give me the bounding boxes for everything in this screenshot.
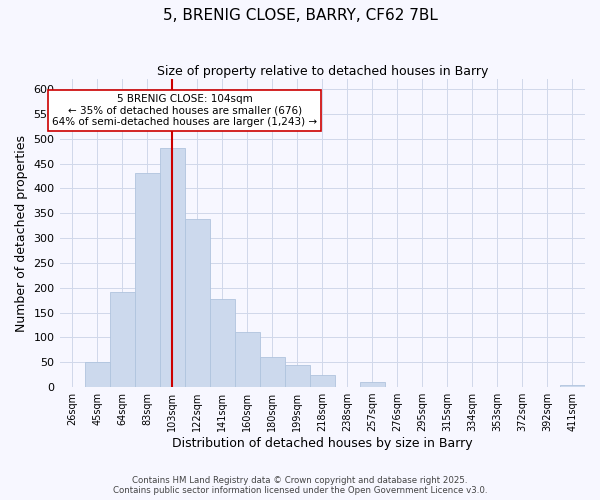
- Y-axis label: Number of detached properties: Number of detached properties: [15, 134, 28, 332]
- Bar: [160, 148, 185, 387]
- Bar: [260, 358, 285, 387]
- Bar: [310, 375, 335, 387]
- X-axis label: Distribution of detached houses by size in Barry: Distribution of detached houses by size …: [172, 437, 473, 450]
- Text: 5, BRENIG CLOSE, BARRY, CF62 7BL: 5, BRENIG CLOSE, BARRY, CF62 7BL: [163, 8, 437, 22]
- Bar: [560, 384, 585, 387]
- Bar: [134, 172, 160, 387]
- Title: Size of property relative to detached houses in Barry: Size of property relative to detached ho…: [157, 65, 488, 78]
- Bar: [185, 219, 209, 387]
- Bar: [209, 298, 235, 387]
- Text: Contains HM Land Registry data © Crown copyright and database right 2025.
Contai: Contains HM Land Registry data © Crown c…: [113, 476, 487, 495]
- Bar: [85, 362, 110, 387]
- Text: 5 BRENIG CLOSE: 104sqm
← 35% of detached houses are smaller (676)
64% of semi-de: 5 BRENIG CLOSE: 104sqm ← 35% of detached…: [52, 94, 317, 128]
- Bar: [110, 292, 134, 387]
- Bar: [285, 365, 310, 387]
- Bar: [360, 382, 385, 387]
- Bar: [235, 332, 260, 387]
